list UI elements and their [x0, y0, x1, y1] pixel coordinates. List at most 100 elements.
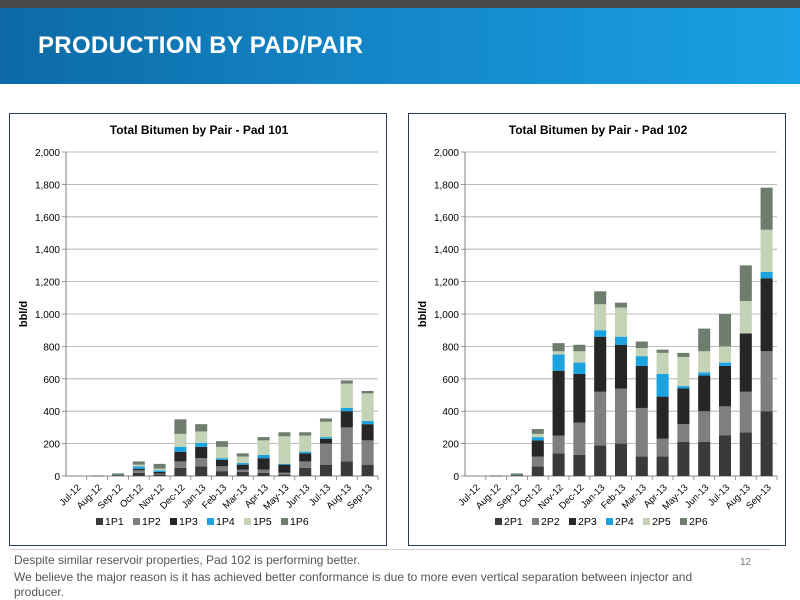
bar-1P1-Mar-13: [236, 471, 249, 476]
legend-swatch: [281, 518, 288, 525]
bar-1P1-Apr-13: [257, 472, 270, 476]
bar-1P5-Aug-13: [340, 383, 353, 408]
footnote-2: We believe the major reason is it has ac…: [14, 570, 693, 599]
top-strip: [0, 0, 800, 8]
bar-1P5-Dec-12: [174, 433, 187, 447]
bar-1P4-Oct-12: [132, 466, 145, 469]
bar-2P5-Jan-13: [594, 304, 607, 331]
bar-1P4-Jul-13: [319, 437, 333, 439]
bar-2P5-May-13: [677, 356, 690, 387]
bar-1P4-Nov-12: [153, 470, 166, 472]
bar-2P3-Mar-13: [635, 365, 648, 408]
y-tick-label: 800: [442, 342, 459, 353]
bar-1P2-Jun-13: [299, 461, 312, 468]
legend-label: 2P3: [578, 516, 597, 528]
bar-2P5-Dec-12: [573, 351, 586, 363]
chart-title: Total Bitumen by Pair - Pad 101: [110, 123, 289, 137]
legend-swatch: [244, 518, 251, 525]
bar-1P6-May-13: [278, 432, 291, 437]
legend-item-1P4: 1P4: [207, 516, 235, 528]
bar-1P2-Jan-13: [195, 458, 208, 467]
bar-2P4-Mar-13: [635, 356, 648, 366]
bar-1P4-May-13: [278, 463, 291, 465]
y-tick-label: 1,000: [434, 310, 459, 321]
bar-1P5-Feb-13: [215, 446, 229, 459]
bar-2P5-Oct-12: [531, 433, 544, 438]
bar-1P4-Dec-12: [174, 446, 187, 452]
bar-1P3-Mar-13: [236, 464, 249, 470]
bar-2P2-Dec-12: [573, 422, 586, 455]
bar-2P3-Jul-13: [718, 365, 732, 407]
legend-swatch: [170, 518, 177, 525]
y-axis-label: bbl/d: [417, 301, 429, 327]
bar-2P4-May-13: [677, 386, 690, 389]
y-tick-label: 1,200: [35, 278, 60, 289]
legend-swatch: [495, 518, 502, 525]
bar-1P6-Jul-13: [319, 418, 333, 422]
bar-1P5-Sep-12: [111, 473, 125, 475]
bar-1P1-Jun-13: [299, 467, 312, 476]
bar-2P1-Aug-12: [490, 475, 503, 477]
bar-2P6-Sep-13: [760, 187, 773, 230]
bar-2P2-Aug-13: [739, 391, 752, 433]
bar-2P4-Jan-13: [594, 330, 607, 337]
bar-1P3-Apr-13: [257, 458, 270, 470]
y-tick-label: 200: [43, 440, 60, 451]
bar-2P2-Apr-13: [656, 438, 669, 457]
bar-1P6-Aug-13: [340, 380, 353, 384]
bar-2P2-May-13: [677, 424, 690, 442]
legend-label: 2P2: [541, 516, 560, 528]
bar-2P3-Dec-12: [573, 373, 586, 423]
legend-item-1P2: 1P2: [133, 516, 161, 528]
bar-2P5-Nov-12: [552, 351, 565, 355]
bar-2P6-Jun-13: [698, 328, 711, 352]
legend-item-2P3: 2P3: [569, 516, 597, 528]
bar-2P3-Sep-13: [760, 278, 773, 352]
y-tick-label: 1,400: [35, 245, 60, 256]
bar-2P5-Jul-13: [718, 346, 732, 363]
bar-1P6-Jun-13: [299, 432, 312, 436]
bar-2P5-Apr-13: [656, 352, 669, 374]
bar-1P3-Dec-12: [174, 451, 187, 462]
bar-2P6-Aug-13: [739, 265, 752, 302]
bar-2P1-Sep-13: [760, 411, 773, 476]
chart-svg: Total Bitumen by Pair - Pad 101 0 200 400 60…: [18, 123, 379, 528]
bar-2P4-Jun-13: [698, 372, 711, 376]
bar-2P2-Jul-13: [718, 406, 732, 436]
bar-1P5-Jun-13: [299, 435, 312, 452]
bar-2P6-Mar-13: [635, 341, 648, 349]
bar-1P2-May-13: [278, 472, 291, 475]
bar-1P2-Aug-13: [340, 427, 353, 462]
bar-2P3-Apr-13: [656, 396, 669, 439]
bar-2P3-Sep-12: [510, 474, 524, 475]
bar-1P2-Sep-12: [111, 474, 125, 476]
y-tick-label: 1,600: [35, 213, 60, 224]
bar-2P2-Mar-13: [635, 407, 648, 457]
y-tick-label: 1,000: [35, 310, 60, 321]
bar-2P2-Feb-13: [614, 388, 628, 444]
bar-1P1-Nov-12: [153, 474, 166, 476]
y-tick-label: 2,000: [434, 148, 459, 159]
page-number: 12: [740, 557, 752, 568]
bar-1P6-Sep-12: [111, 473, 125, 475]
bar-1P1-Aug-13: [340, 461, 353, 476]
y-tick-label: 2,000: [35, 148, 60, 159]
bar-2P6-Dec-12: [573, 344, 586, 352]
legend-label: 1P6: [290, 516, 309, 528]
bar-2P6-Sep-12: [510, 473, 524, 475]
legend-label: 1P1: [105, 516, 124, 528]
bar-1P2-Feb-13: [215, 466, 229, 472]
bar-1P3-Jun-13: [299, 453, 312, 462]
bar-2P3-Nov-12: [552, 370, 565, 436]
bar-1P3-Oct-12: [132, 468, 145, 471]
bar-2P2-Jun-13: [698, 411, 711, 442]
bar-1P5-Jul-13: [319, 421, 333, 438]
y-tick-label: 600: [442, 375, 459, 386]
footnote-1: Despite similar reservoir properties, Pa…: [14, 553, 361, 567]
bar-2P5-Feb-13: [614, 307, 628, 337]
bar-2P2-Nov-12: [552, 435, 565, 454]
bar-2P6-May-13: [677, 352, 690, 357]
bar-2P5-Sep-13: [760, 229, 773, 272]
legend-item-1P3: 1P3: [170, 516, 198, 528]
bar-2P6-Apr-13: [656, 349, 669, 353]
